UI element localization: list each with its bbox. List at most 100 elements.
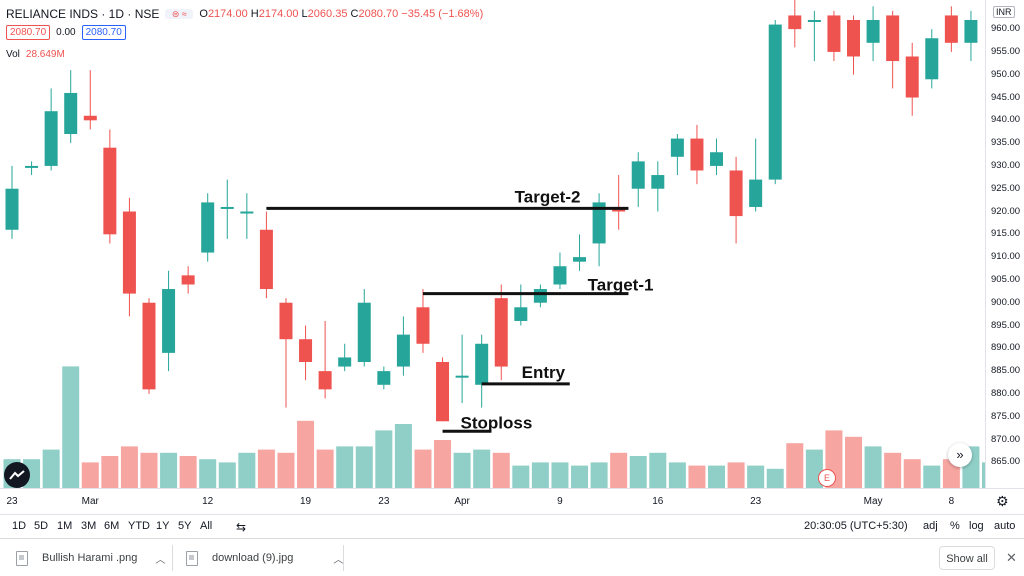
time-tick-label: 19: [299, 496, 312, 507]
time-axis[interactable]: 23 Mar 12 19 23 Apr 9 16 23 May 8: [0, 488, 1024, 514]
volume-legend: Vol 28.649M: [6, 49, 65, 60]
percent-toggle[interactable]: %: [950, 520, 960, 532]
candle-body: [710, 152, 724, 166]
timeframe-5d[interactable]: 5D: [34, 520, 49, 532]
candle-body: [455, 375, 469, 378]
candle-body: [279, 302, 293, 340]
candle-body: [396, 334, 410, 367]
annotation-label: Target-1: [588, 276, 654, 295]
download-bar: Bullish Harami .png ︿ download (9).jpg ︿…: [0, 538, 1024, 576]
volume-bar: [531, 462, 549, 488]
candle-body: [318, 371, 332, 390]
price-tick-label: 925.00: [991, 182, 1021, 194]
timeframe-ytd[interactable]: YTD: [128, 520, 150, 532]
download-item[interactable]: Bullish Harami .png ︿: [16, 547, 165, 569]
candle-body: [768, 24, 782, 180]
candle-body: [240, 211, 254, 214]
price-tick-label: 940.00: [991, 114, 1021, 126]
symbol-title[interactable]: RELIANCE INDS · 1D · NSE: [6, 7, 160, 21]
volume-bar: [903, 459, 921, 488]
volume-bar: [747, 465, 765, 488]
volume-bar: [923, 465, 941, 488]
price-tick-label: 905.00: [991, 273, 1021, 285]
candle-body: [670, 138, 684, 157]
candle-body: [475, 343, 489, 385]
currency-badge[interactable]: INR: [993, 6, 1015, 18]
timeframe-all[interactable]: All: [200, 520, 213, 532]
volume-bar: [492, 452, 510, 488]
candle-body: [416, 307, 430, 344]
candle-body: [5, 188, 19, 230]
gear-icon[interactable]: ⚙: [996, 493, 1009, 509]
log-toggle[interactable]: log: [969, 520, 984, 532]
volume-value: 28.649M: [25, 49, 65, 60]
timeframe-1y[interactable]: 1Y: [156, 520, 170, 532]
show-all-button[interactable]: Show all: [939, 546, 995, 570]
volume-bar: [375, 430, 393, 488]
volume-bar: [62, 366, 80, 488]
time-tick-label: Apr: [454, 496, 470, 507]
sell-price[interactable]: 2080.70: [6, 25, 51, 40]
buy-price[interactable]: 2080.70: [81, 25, 126, 40]
price-tick-label: 955.00: [991, 45, 1021, 57]
time-tick-label: 16: [652, 496, 664, 507]
clock[interactable]: 20:30:05 (UTC+5:30): [804, 520, 908, 532]
volume-bar: [786, 443, 804, 488]
time-tick-label: 23: [378, 496, 390, 507]
price-tick-label: 920.00: [991, 205, 1021, 217]
volume-bar: [394, 424, 412, 488]
timeframe-1d[interactable]: 1D: [12, 520, 27, 532]
date-range-icon[interactable]: ⇆: [236, 520, 247, 534]
timeframe-5y[interactable]: 5Y: [178, 520, 192, 532]
candle-body: [162, 289, 176, 353]
price-axis[interactable]: 865.00 870.00 875.00 880.00 885.00 890.00 895.…: [985, 0, 1024, 488]
time-tick-label: 9: [557, 496, 563, 507]
download-filename: Bullish Harami .png: [42, 552, 138, 564]
volume-bar: [277, 452, 295, 488]
volume-bar: [845, 436, 863, 488]
candle-body: [181, 275, 195, 285]
auto-toggle[interactable]: auto: [994, 520, 1016, 532]
volume-bar: [727, 462, 745, 488]
volume-bar: [218, 462, 236, 488]
volume-bar: [316, 449, 334, 488]
annotation-label: Target-2: [515, 187, 581, 206]
compare-toggle-icon[interactable]: ⊜ ≈: [165, 9, 194, 19]
volume-bar: [42, 449, 60, 488]
adj-toggle[interactable]: adj: [923, 520, 938, 532]
scroll-to-realtime-icon[interactable]: »: [948, 443, 972, 467]
chevron-up-icon[interactable]: ︿: [333, 554, 344, 566]
annotation-label: Stoploss: [461, 413, 533, 432]
download-item[interactable]: download (9).jpg ︿: [186, 547, 343, 569]
chevron-up-icon[interactable]: ︿: [155, 554, 166, 566]
candle-body: [299, 339, 313, 362]
volume-bar: [512, 465, 530, 488]
time-tick-label: 23: [6, 496, 18, 507]
file-icon: [186, 550, 198, 566]
timeframe-6m[interactable]: 6M: [104, 520, 120, 532]
candle-body: [377, 371, 391, 385]
candle-body: [592, 202, 606, 244]
volume-bar: [668, 462, 686, 488]
candle-body: [338, 357, 352, 367]
close-icon[interactable]: ✕: [1006, 550, 1017, 565]
candle-body: [25, 165, 39, 168]
volume-bar: [336, 446, 354, 488]
timeframe-1m[interactable]: 1M: [57, 520, 73, 532]
candle-body: [494, 298, 508, 367]
chart-area[interactable]: Target-2 Target-1 Entry Stoploss: [0, 0, 999, 488]
earnings-event-icon[interactable]: E: [818, 469, 836, 487]
candle-body: [201, 202, 215, 253]
candle-body: [514, 307, 528, 321]
volume-bar: [297, 420, 315, 488]
price-tick-label: 895.00: [991, 319, 1021, 331]
candle-body: [533, 289, 547, 303]
candlestick-chart[interactable]: Target-2 Target-1 Entry Stoploss: [0, 0, 999, 488]
candle-body: [436, 362, 450, 422]
price-tick-label: 935.00: [991, 137, 1021, 149]
ohlc-values: O2174.00 H2174.00 L2060.35 C2080.70 −35.…: [199, 8, 484, 20]
volume-bar: [688, 465, 706, 488]
tradingview-logo-icon[interactable]: [4, 462, 30, 488]
volume-bar: [610, 452, 628, 488]
timeframe-3m[interactable]: 3M: [81, 520, 97, 532]
